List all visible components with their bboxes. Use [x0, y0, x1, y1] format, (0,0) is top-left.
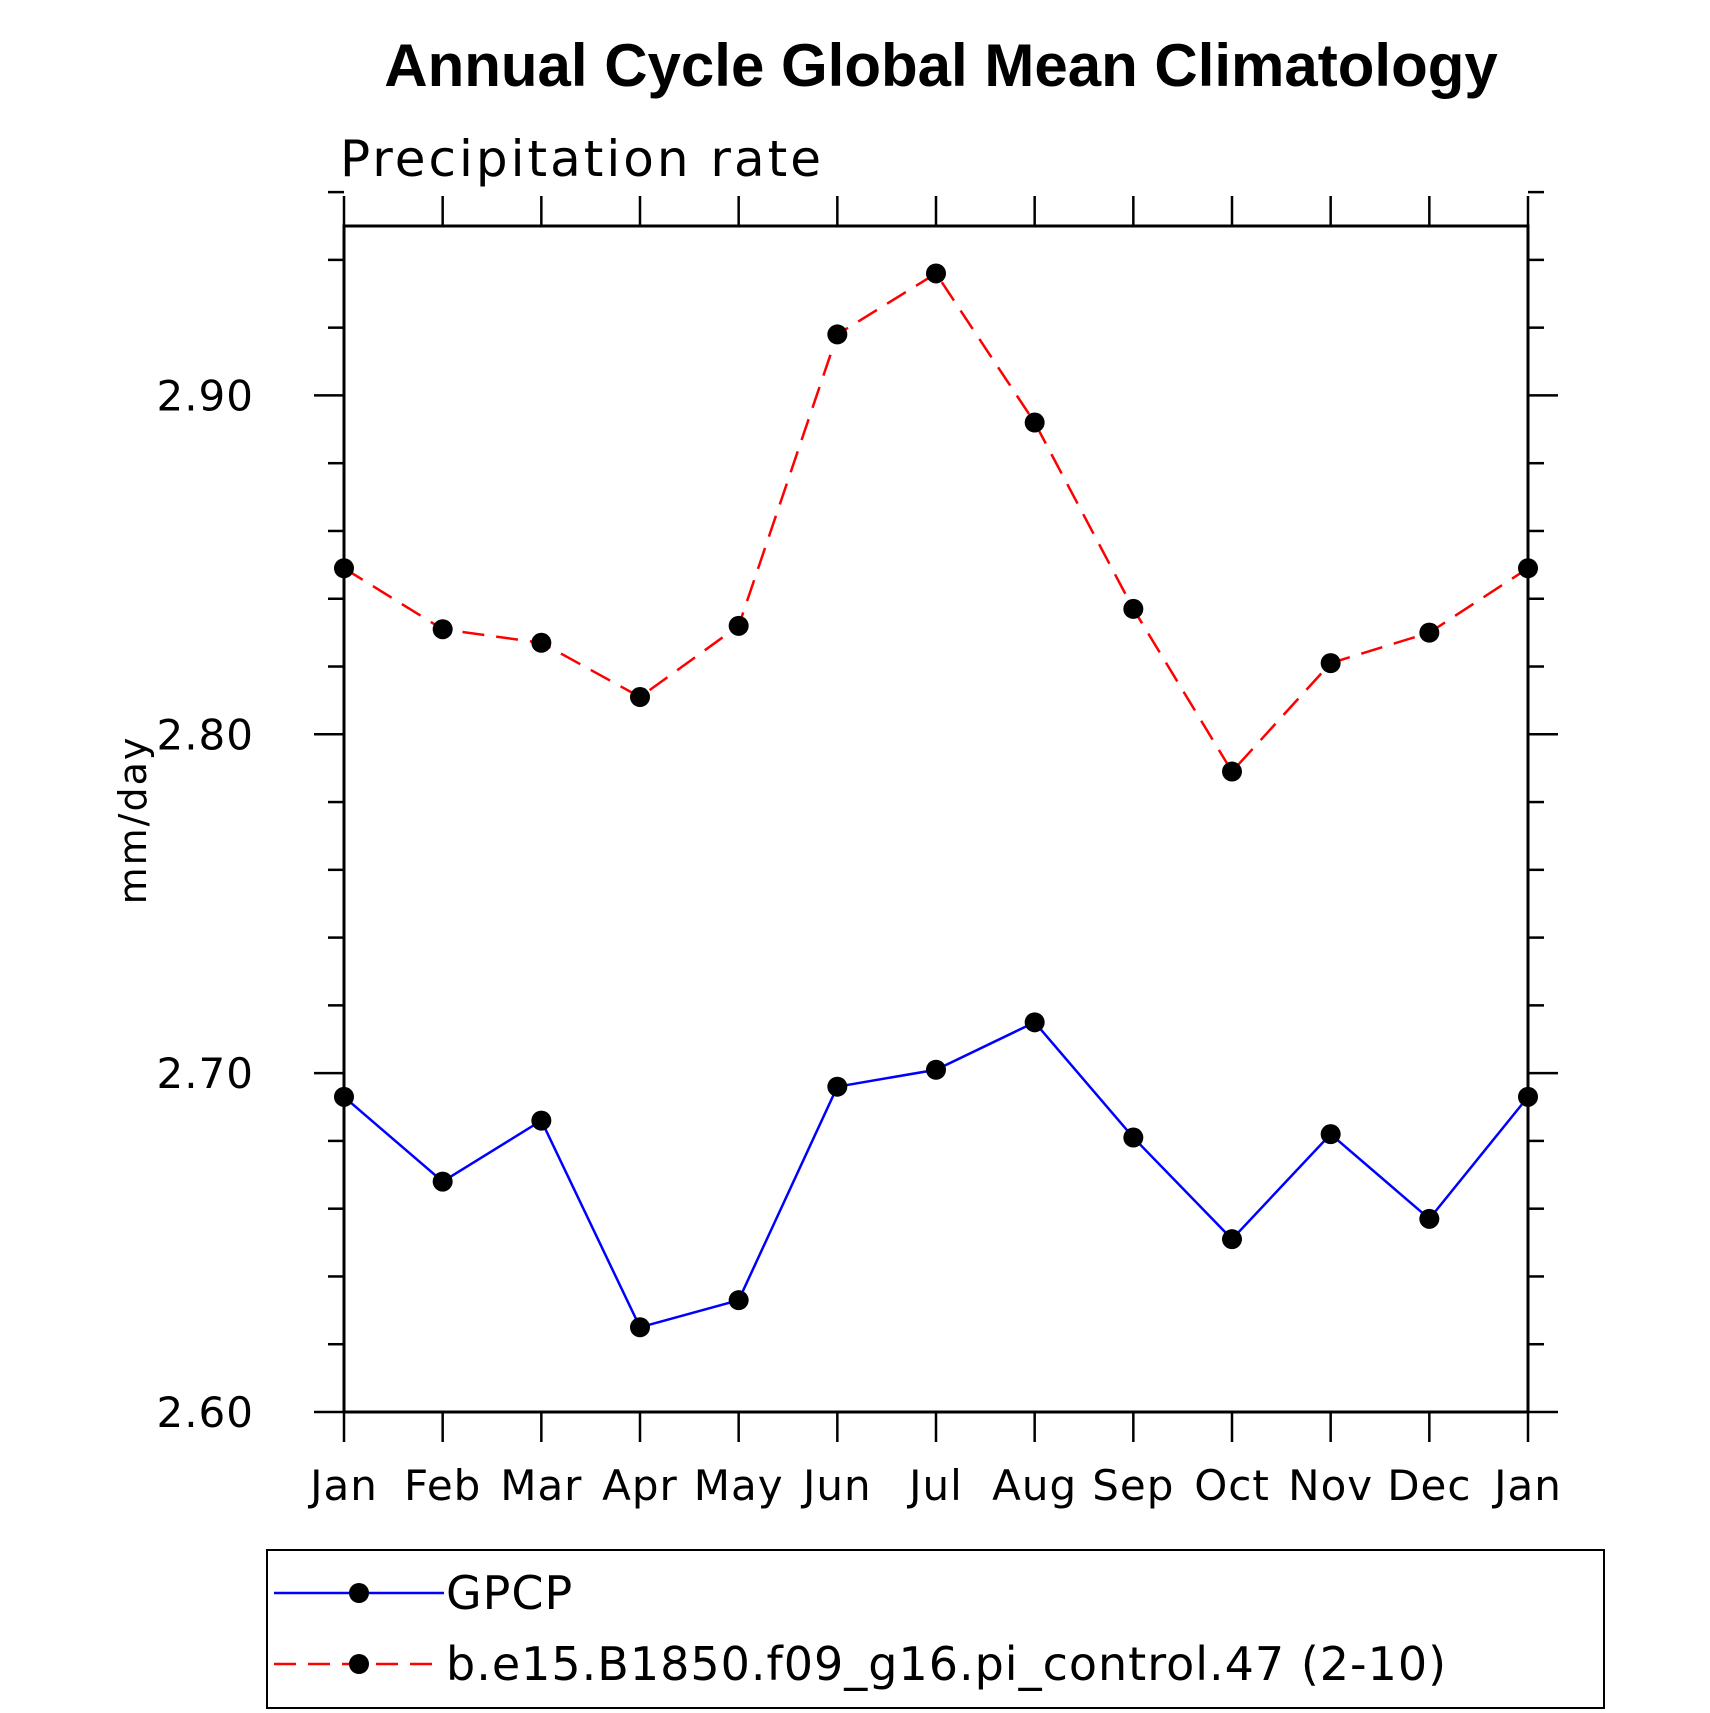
series-0-point — [432, 1171, 453, 1192]
series-1-point — [1123, 598, 1144, 619]
series-1-point — [1024, 412, 1045, 433]
series-0-point — [531, 1110, 552, 1131]
y-tick-label: 2.70 — [156, 1049, 254, 1098]
legend-box — [266, 1549, 1605, 1709]
x-tick-label: Nov — [1288, 1461, 1373, 1510]
series-1-point — [827, 324, 848, 345]
series-1-point — [630, 687, 650, 708]
series-layer — [334, 263, 1538, 1338]
series-0-point — [1222, 1229, 1242, 1250]
x-tick-label: May — [694, 1461, 784, 1510]
series-0-point — [1024, 1012, 1045, 1033]
series-0-point — [1419, 1208, 1440, 1229]
series-1-point — [432, 619, 453, 640]
x-tick-label: Jul — [906, 1461, 963, 1510]
series-0-point — [728, 1290, 749, 1311]
x-tick-labels: Jan Feb Mar Apr May Jun Jul Aug Sep Oct Nov Dec Jan — [307, 1461, 1562, 1510]
x-tick-label: Aug — [992, 1461, 1077, 1510]
plot-frame — [342, 224, 1530, 1414]
x-tick-label: Dec — [1387, 1461, 1471, 1510]
series-0-point — [1320, 1124, 1341, 1145]
series-0-point — [926, 1059, 946, 1080]
legend: GPCP b.e15.B1850.f09_g16.pi_control.47 (… — [266, 1549, 1605, 1709]
y-axis-label: mm/day — [111, 736, 155, 905]
chart-subtitle: Precipitation rate — [340, 130, 824, 188]
legend-label-gpcp: GPCP — [446, 1566, 573, 1620]
y-tick-label: 2.80 — [156, 710, 254, 759]
series-0-point — [827, 1076, 848, 1097]
series-1-point — [1419, 622, 1440, 643]
y-tick-label: 2.90 — [156, 371, 254, 420]
x-tick-label: Jan — [1491, 1461, 1562, 1510]
x-tick-label: Sep — [1092, 1461, 1174, 1510]
series-1-point — [1222, 761, 1242, 782]
x-tick-label: Oct — [1194, 1461, 1270, 1510]
series-1-point — [1320, 653, 1341, 674]
x-tick-label: Mar — [500, 1461, 582, 1510]
series-0-point — [1123, 1127, 1144, 1148]
x-tick-label: Jun — [800, 1461, 872, 1510]
series-1-point — [926, 263, 946, 284]
axis-ticks — [314, 190, 1558, 1442]
x-tick-label: Jan — [307, 1461, 378, 1510]
legend-marker-model — [349, 1654, 369, 1674]
legend-label-model: b.e15.B1850.f09_g16.pi_control.47 (2-10) — [446, 1637, 1447, 1691]
series-1-point — [531, 632, 552, 653]
legend-marker-gpcp — [349, 1583, 369, 1603]
x-tick-label: Apr — [602, 1461, 678, 1510]
series-0-point — [630, 1317, 650, 1338]
series-line-1 — [343, 271, 1529, 774]
y-tick-label: 2.60 — [156, 1388, 254, 1437]
chart-title: Annual Cycle Global Mean Climatology — [384, 32, 1498, 99]
y-tick-labels: 2.60 2.70 2.80 2.90 — [156, 371, 254, 1437]
x-tick-label: Feb — [404, 1461, 481, 1510]
series-1-point — [728, 615, 749, 636]
